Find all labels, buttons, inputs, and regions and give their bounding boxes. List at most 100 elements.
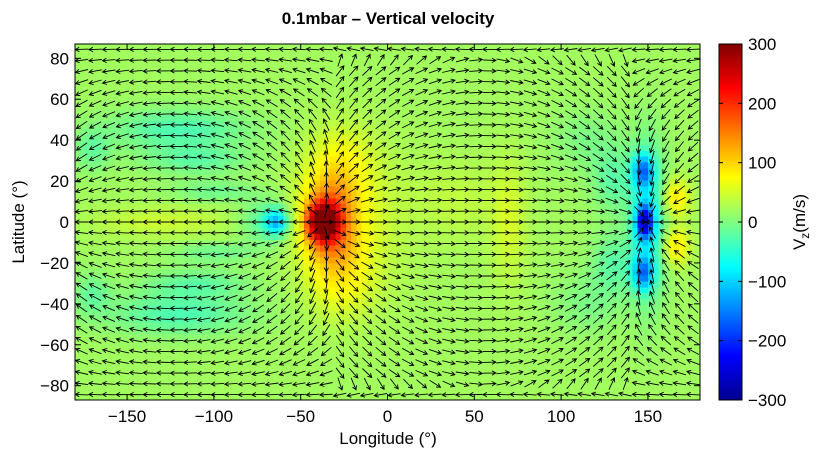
wind-arrow	[388, 347, 401, 356]
wind-arrow	[442, 338, 456, 344]
wind-arrow	[496, 144, 511, 150]
wind-arrow	[265, 261, 278, 269]
wind-arrow	[551, 99, 564, 107]
wind-arrow	[661, 109, 671, 120]
wind-arrow	[496, 219, 511, 225]
wind-arrow	[523, 122, 538, 129]
wind-arrow	[265, 251, 279, 258]
wind-arrow	[266, 293, 278, 303]
wind-arrow	[196, 208, 211, 214]
wind-arrow	[482, 197, 497, 203]
wind-arrow	[442, 175, 457, 182]
wind-arrow	[336, 334, 345, 347]
wind-arrow	[564, 304, 578, 312]
wind-arrow	[293, 98, 305, 108]
wind-arrow	[442, 121, 456, 127]
wind-arrow	[636, 247, 643, 261]
wind-arrow	[250, 392, 265, 398]
wind-arrow	[224, 121, 238, 128]
wind-arrow	[482, 359, 497, 365]
wind-arrow	[537, 262, 552, 268]
wind-arrow	[101, 370, 116, 376]
wind-arrow	[375, 336, 387, 346]
wind-arrow	[224, 305, 238, 312]
wind-arrow	[75, 131, 88, 140]
wind-arrow	[101, 251, 116, 257]
wind-arrow	[523, 240, 538, 246]
wind-arrow	[606, 87, 617, 98]
wind-arrow	[155, 327, 170, 333]
wind-arrow	[510, 133, 524, 139]
wind-arrow	[75, 325, 88, 334]
wind-arrow	[169, 284, 184, 290]
wind-arrow	[128, 46, 143, 53]
wind-arrow	[348, 346, 359, 358]
wind-arrow	[523, 262, 538, 268]
wind-arrow	[564, 187, 579, 193]
wind-arrow	[102, 304, 116, 312]
wind-arrow	[279, 88, 292, 97]
wind-arrow	[455, 165, 470, 171]
wind-arrow	[323, 269, 329, 284]
wind-arrow	[142, 316, 157, 322]
wind-arrow	[376, 53, 385, 66]
wind-arrow	[291, 46, 306, 52]
wind-arrow	[347, 219, 361, 225]
wind-arrow	[537, 294, 551, 300]
wind-arrow	[577, 47, 591, 53]
wind-arrow	[442, 295, 457, 301]
wind-arrow	[415, 121, 429, 128]
wind-arrow	[87, 229, 102, 236]
wind-arrow	[578, 251, 592, 257]
wind-arrow	[374, 208, 389, 214]
wind-arrow	[88, 315, 102, 323]
wind-arrow	[183, 338, 198, 344]
wind-arrow	[649, 257, 655, 272]
wind-arrow	[635, 290, 642, 304]
wind-arrow	[455, 262, 470, 268]
wind-arrow	[455, 273, 470, 279]
wind-arrow	[659, 358, 673, 366]
wind-arrow	[685, 209, 700, 215]
wind-arrow	[618, 219, 633, 225]
wind-arrow	[88, 110, 102, 118]
wind-arrow	[101, 229, 116, 236]
wind-arrow	[196, 370, 211, 376]
wind-arrow	[551, 337, 564, 345]
wind-arrow	[237, 89, 252, 96]
wind-arrow	[496, 230, 511, 236]
wind-arrow	[401, 175, 416, 181]
wind-arrow	[88, 121, 102, 129]
wind-arrow	[592, 261, 605, 269]
wind-arrow	[551, 294, 565, 301]
wind-arrow	[591, 240, 606, 246]
wind-arrow	[510, 294, 524, 300]
wind-arrow	[101, 198, 116, 204]
wind-arrow	[482, 241, 497, 247]
wind-arrow	[442, 349, 456, 355]
wind-arrow	[294, 302, 304, 315]
wind-arrow	[75, 272, 88, 280]
wind-arrow	[579, 346, 591, 356]
wind-arrow	[495, 46, 510, 53]
wind-arrow	[210, 263, 225, 269]
wind-arrow	[224, 294, 238, 301]
wind-arrow	[523, 230, 538, 236]
wind-arrow	[537, 337, 551, 344]
wind-arrow	[564, 198, 579, 204]
wind-arrow	[266, 152, 278, 162]
wind-arrow	[469, 284, 484, 290]
wind-arrow	[294, 270, 304, 283]
wind-arrow	[388, 66, 401, 75]
wind-arrow	[169, 79, 184, 85]
wind-arrow	[661, 324, 671, 335]
wind-arrow	[645, 369, 659, 376]
wind-arrow	[183, 284, 198, 290]
wind-arrow	[75, 186, 89, 194]
wind-arrow	[632, 78, 645, 86]
wind-arrow	[469, 338, 484, 344]
wind-arrow	[294, 324, 305, 336]
wind-arrow	[359, 46, 374, 52]
wind-arrow	[291, 219, 306, 225]
wind-arrow	[251, 208, 265, 214]
